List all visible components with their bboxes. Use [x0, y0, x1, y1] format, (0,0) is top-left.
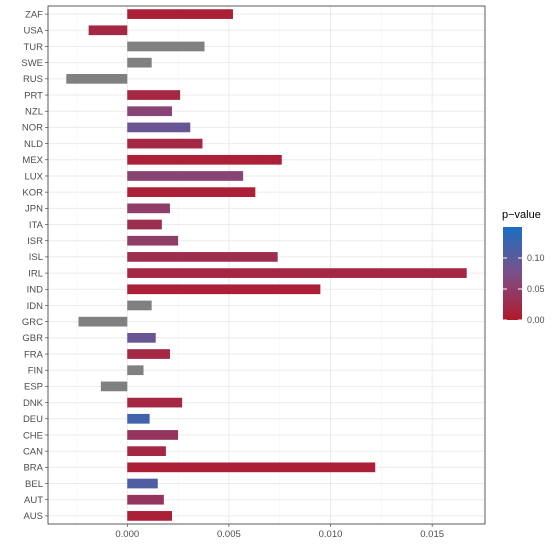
- x-axis: 0.000 0.005 0.010 0.015: [115, 524, 444, 540]
- y-tick-label: RUS: [23, 74, 43, 85]
- legend-tick-label: 0.05: [527, 284, 545, 294]
- bar-gbr: [127, 332, 156, 343]
- bar-grc: [78, 316, 128, 327]
- y-tick-label: ISR: [27, 236, 43, 247]
- bar-irl: [127, 268, 467, 278]
- bar-bra: [127, 462, 376, 473]
- bar-isr: [127, 235, 179, 246]
- legend-tick-label: 0.10: [527, 253, 545, 263]
- bar-can: [127, 446, 166, 457]
- y-tick-label: CHE: [23, 430, 43, 441]
- bar-jpn: [127, 203, 170, 214]
- y-tick-label: USA: [23, 26, 43, 37]
- bar-kor: [127, 187, 256, 198]
- y-tick-label: BRA: [23, 463, 43, 474]
- bars: [66, 9, 467, 521]
- y-tick-label: IND: [27, 285, 44, 296]
- bar-idn: [127, 300, 152, 311]
- bar-usa: [88, 25, 128, 36]
- legend-title: p−value: [502, 209, 541, 221]
- bar-tur: [127, 41, 205, 52]
- y-tick-label: DEU: [23, 414, 43, 425]
- y-tick-label: GBR: [22, 333, 43, 344]
- bar-lux: [127, 171, 244, 181]
- y-tick-label: JPN: [25, 204, 43, 215]
- y-tick-label: FRA: [24, 349, 44, 360]
- bar-dnk: [127, 397, 183, 408]
- bar-prt: [127, 90, 181, 100]
- bar-zaf: [127, 9, 233, 19]
- y-tick-label: AUT: [24, 495, 43, 506]
- y-tick-label: BEL: [25, 479, 43, 490]
- y-tick-label: SWE: [21, 58, 43, 69]
- x-tick-label: 0.015: [420, 529, 444, 540]
- legend-colorbar: [503, 227, 522, 320]
- legend-tick-label: 0.00: [527, 315, 545, 325]
- y-tick-label: AUS: [23, 511, 43, 522]
- x-tick-label: 0.000: [115, 529, 139, 540]
- bar-aus: [127, 511, 172, 521]
- bar-swe: [127, 57, 152, 68]
- y-tick-label: ITA: [29, 220, 44, 231]
- legend-ticks: 0.00 0.05 0.10: [503, 253, 545, 325]
- y-tick-label: IDN: [27, 301, 44, 312]
- bar-ita: [127, 219, 162, 230]
- bar-nld: [127, 138, 203, 149]
- panel-grid: [48, 6, 485, 524]
- bar-esp: [100, 381, 128, 392]
- bar-fin: [127, 365, 144, 376]
- y-tick-label: LUX: [25, 171, 44, 182]
- plot-panel: [48, 6, 485, 524]
- y-tick-label: ZAF: [25, 9, 43, 20]
- bar-fra: [127, 349, 170, 359]
- x-tick-label: 0.005: [217, 529, 241, 540]
- y-tick-label: ISL: [29, 252, 43, 263]
- bar-bel: [127, 478, 158, 489]
- y-tick-label: PRT: [24, 90, 43, 101]
- bar-ind: [127, 284, 321, 295]
- y-tick-label: ESP: [24, 382, 43, 393]
- y-tick-label: NLD: [24, 139, 43, 150]
- y-tick-label: IRL: [28, 268, 43, 279]
- y-tick-label: DNK: [23, 398, 44, 409]
- bar-isl: [127, 252, 278, 262]
- bar-mex: [127, 154, 282, 165]
- legend: p−value 0.00 0.05 0.10: [502, 209, 545, 325]
- y-tick-label: NZL: [25, 107, 43, 118]
- y-axis: ZAF USA TUR SWE RUS PRT NZL NOR NLD MEX LUX KOR JPN I…: [21, 9, 48, 522]
- bar-nor: [127, 122, 191, 133]
- y-tick-label: NOR: [22, 123, 43, 134]
- y-tick-label: GRC: [22, 317, 43, 328]
- bar-rus: [66, 73, 128, 84]
- bar-deu: [127, 413, 150, 424]
- y-tick-label: TUR: [23, 42, 43, 53]
- y-tick-label: CAN: [23, 446, 43, 457]
- y-tick-label: FIN: [28, 366, 43, 377]
- x-tick-label: 0.010: [319, 529, 343, 540]
- y-tick-label: KOR: [22, 187, 43, 198]
- bar-nzl: [127, 106, 172, 117]
- bar-aut: [127, 494, 164, 505]
- panel-border: [47, 5, 486, 525]
- bar-che: [127, 430, 179, 440]
- y-tick-label: MEX: [22, 155, 43, 166]
